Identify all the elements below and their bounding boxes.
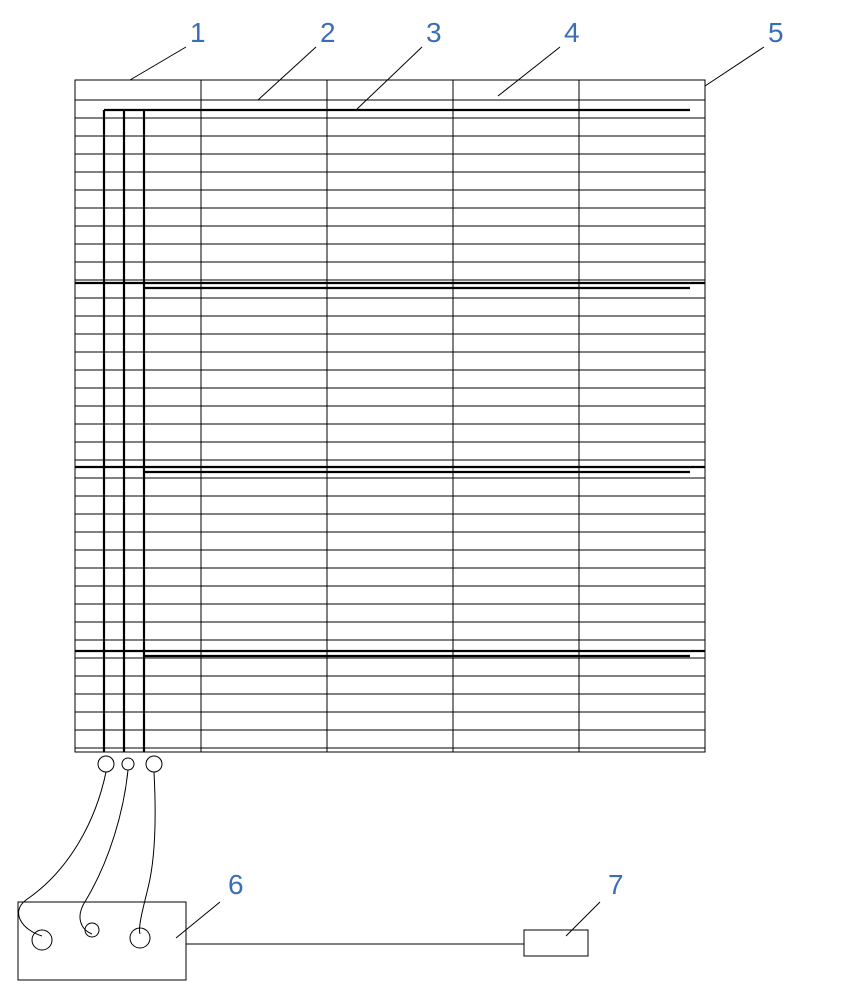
label-1: 1 [190, 17, 206, 48]
label-4: 4 [564, 17, 580, 48]
label-7: 7 [608, 869, 624, 900]
label-6: 6 [228, 869, 244, 900]
label-2: 2 [320, 17, 336, 48]
label-3: 3 [426, 17, 442, 48]
label-5: 5 [768, 17, 784, 48]
